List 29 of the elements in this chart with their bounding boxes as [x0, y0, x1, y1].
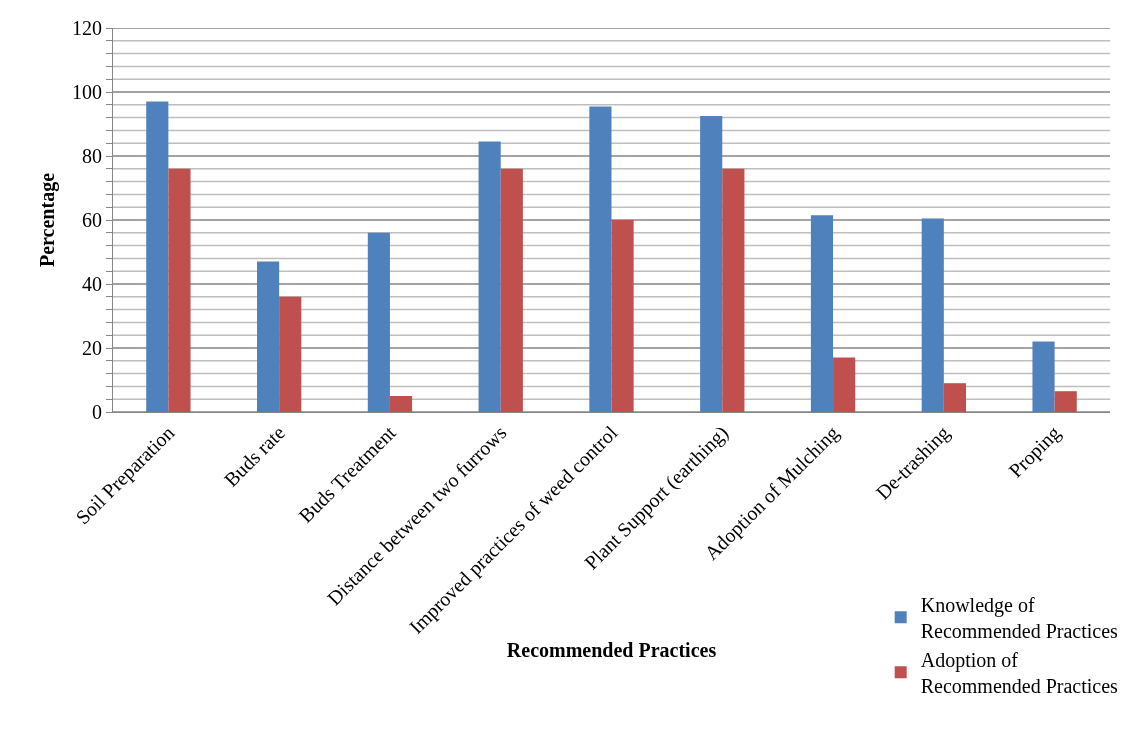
bar	[168, 168, 191, 412]
bar	[367, 232, 390, 412]
y-tick-label: 80	[82, 145, 102, 167]
bar	[810, 215, 834, 412]
bar	[833, 357, 856, 412]
bar	[1054, 391, 1077, 412]
y-tick-label: 100	[72, 81, 102, 103]
bar	[589, 106, 612, 412]
bar	[389, 396, 413, 412]
y-tick-label: 60	[82, 209, 102, 231]
x-axis-title: Recommended Practices	[506, 638, 717, 661]
bar	[1032, 341, 1055, 412]
y-tick-label: 20	[82, 337, 102, 359]
bar	[478, 141, 501, 412]
bar	[500, 168, 523, 412]
bar	[700, 116, 723, 412]
bar	[257, 261, 280, 412]
bar	[279, 296, 302, 412]
bar	[611, 220, 634, 412]
legend-label: Knowledge of Recommended Practices	[920, 594, 1119, 643]
y-tick-label: 40	[82, 273, 102, 295]
bar	[921, 218, 944, 412]
y-axis-title: Percentage	[35, 172, 59, 268]
bar	[722, 168, 745, 412]
y-tick-label: 0	[92, 401, 102, 423]
bar	[943, 383, 966, 412]
y-tick-label: 120	[72, 17, 102, 39]
bar	[146, 101, 169, 412]
legend-label: Adoption of Recommended Practices	[920, 649, 1119, 698]
